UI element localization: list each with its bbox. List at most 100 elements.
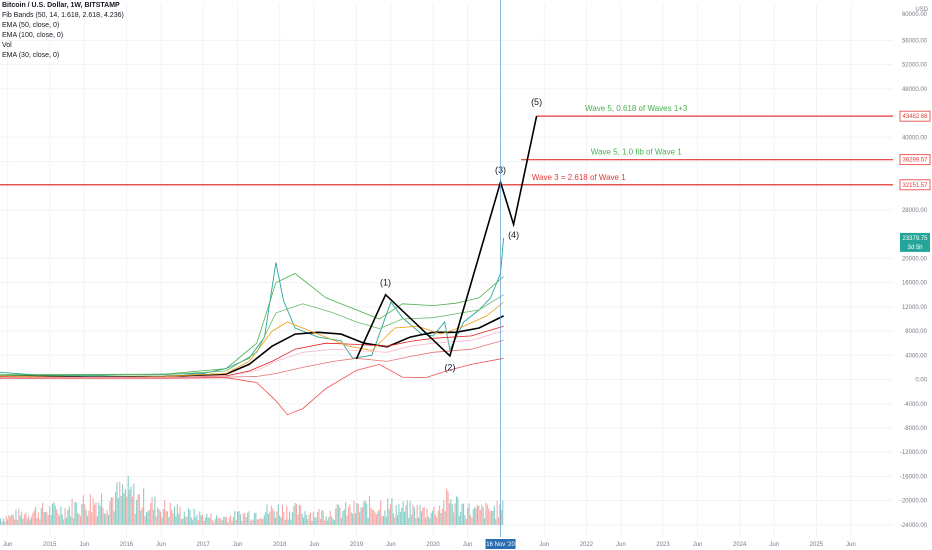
volume-bar (363, 501, 365, 525)
volume-bar (419, 505, 421, 525)
volume-bar (318, 508, 320, 525)
volume-bar (418, 517, 420, 525)
volume-bar (115, 491, 117, 525)
time-tick: Jun (539, 542, 549, 548)
time-tick: 2018 (273, 542, 287, 548)
volume-bar (342, 511, 344, 525)
level-tag-bg-2 (899, 179, 931, 191)
volume-bar (60, 506, 62, 525)
volume-bar (168, 516, 170, 525)
volume-bar (2, 518, 4, 525)
volume-bar (194, 517, 197, 525)
volume-bar (270, 505, 272, 525)
volume-bar (158, 509, 160, 525)
volume-bar (50, 514, 52, 525)
legend-vol[interactable]: Vol (2, 42, 12, 49)
volume-bar (336, 504, 338, 525)
volume-bar (75, 502, 77, 525)
volume-bar (224, 516, 226, 525)
volume-bar (144, 516, 146, 525)
volume-bar (458, 515, 460, 525)
volume-bar (102, 507, 104, 525)
series-fib_lower1 (0, 357, 504, 416)
volume-bar (297, 515, 299, 525)
volume-bar (353, 500, 355, 525)
level-annotation-2[interactable]: Wave 3 = 2.618 of Wave 1 (532, 173, 626, 182)
volume-bar (95, 502, 97, 525)
volume-bar (108, 515, 110, 525)
volume-bar (481, 504, 483, 525)
price-tick: 48000.00 (902, 87, 928, 93)
price-tick: 0.00 (915, 378, 927, 384)
wave-label-2: (2) (444, 362, 455, 372)
volume-bar (134, 513, 136, 525)
level-annotation-1[interactable]: Wave 5, 1.0 fib of Wave 1 (591, 148, 683, 157)
volume-bar (29, 519, 31, 525)
volume-bar (315, 517, 317, 525)
volume-bars (0, 476, 504, 525)
legend-title[interactable]: Bitcoin / U.S. Dollar, 1W, BITSTAMP (2, 2, 120, 9)
series-fib_lower3 (0, 330, 504, 378)
volume-bar (324, 520, 326, 525)
volume-bar (311, 520, 313, 525)
volume-bar (380, 500, 382, 525)
legend-ema-50[interactable]: EMA (50, close, 0) (2, 22, 60, 29)
volume-bar (162, 509, 164, 525)
volume-bar (277, 504, 279, 525)
volume-bar (396, 515, 399, 525)
level-tag-2: 32151.57 (902, 183, 928, 189)
volume-bar (500, 510, 502, 525)
legend-fib-bands[interactable]: Fib Bands (50, 14, 1.618, 2.618, 4.236) (2, 12, 124, 19)
volume-bar (454, 503, 456, 525)
volume-bar (133, 483, 135, 525)
volume-bar (253, 513, 256, 525)
volume-bar (230, 515, 232, 525)
volume-bar (252, 520, 254, 525)
volume-bar (479, 509, 481, 525)
volume-bar (455, 496, 458, 525)
volume-bar (64, 507, 66, 525)
price-tick: 28000.00 (902, 208, 928, 214)
legend-ema-100[interactable]: EMA (100, close, 0) (2, 32, 64, 39)
volume-bar (196, 514, 198, 525)
volume-bar (398, 504, 400, 525)
volume-bar (151, 497, 153, 525)
volume-bar (56, 509, 58, 525)
volume-bar (189, 510, 191, 525)
volume-bar (161, 517, 163, 525)
volume-bar (211, 519, 213, 525)
volume-bar (187, 507, 190, 525)
volume-bar (295, 503, 298, 525)
time-axis[interactable]: Jun 2015 Jun 2016 Jun 2017 Jun 2018 Jun 2019 Jun 20… (0, 537, 932, 550)
volume-bar (361, 507, 364, 525)
volume-bar (182, 518, 184, 525)
legend-ema-30[interactable]: EMA (30, close, 0) (2, 52, 60, 59)
volume-bar (150, 502, 152, 525)
volume-bar (465, 518, 467, 525)
volume-bar (84, 504, 86, 525)
volume-bar (120, 495, 122, 525)
time-tick: 2022 (580, 542, 594, 548)
volume-bar (482, 507, 484, 525)
volume-bar (98, 502, 100, 525)
volume-bar (339, 507, 341, 525)
volume-bar (93, 504, 96, 525)
volume-bar (25, 512, 27, 525)
volume-bar (502, 500, 504, 525)
time-tick: Jun (616, 542, 626, 548)
volume-bar (72, 518, 75, 525)
volume-bar (259, 518, 261, 525)
volume-bar (499, 504, 501, 525)
volume-bar (304, 511, 306, 525)
volume-bar (96, 516, 98, 525)
volume-bar (11, 514, 13, 525)
volume-bar (61, 514, 63, 525)
level-tag-bg-1 (899, 154, 931, 166)
level-annotation-0[interactable]: Wave 5, 0.618 of Waves 1+3 (585, 104, 688, 113)
volume-bar (471, 517, 473, 525)
volume-bar (23, 514, 25, 525)
volume-bar (1, 521, 3, 525)
time-tick: 2015 (43, 542, 57, 548)
